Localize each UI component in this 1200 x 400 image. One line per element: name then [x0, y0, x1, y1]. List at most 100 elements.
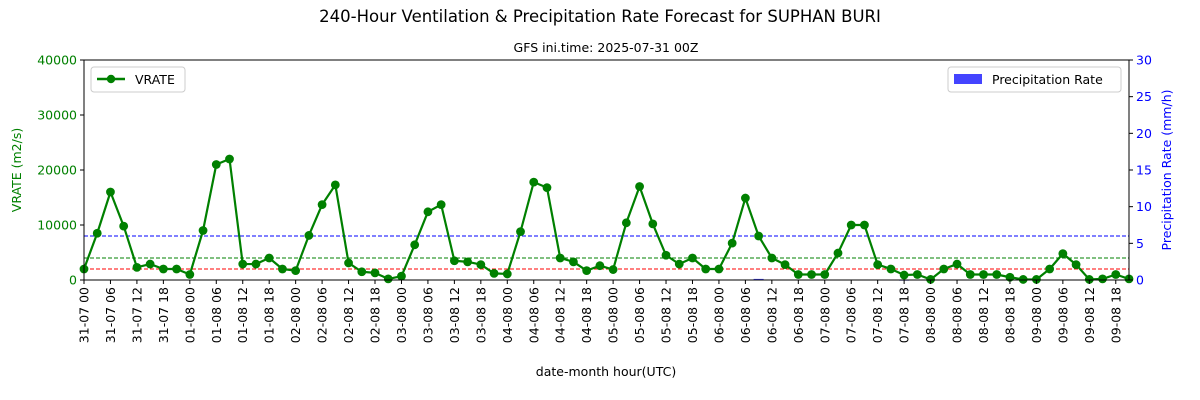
precip-bar: [753, 278, 764, 280]
y-axis-label-right: Precipitation Rate (mm/h): [1159, 90, 1174, 251]
vrate-point: [714, 264, 724, 274]
vrate-point: [569, 257, 578, 267]
vrate-point: [555, 253, 565, 263]
vrate-point: [939, 264, 949, 274]
x-tick-label: 06-08 12: [764, 287, 779, 343]
x-tick-label: 02-08 00: [288, 287, 303, 343]
vrate-point: [1018, 275, 1028, 284]
vrate-point: [1084, 275, 1094, 284]
x-tick-label: 09-08 06: [1055, 287, 1070, 343]
x-tick-label: 02-08 18: [368, 287, 383, 343]
vrate-point: [172, 264, 181, 274]
x-tick-label: 04-08 12: [553, 287, 568, 343]
x-tick-label: 08-08 06: [950, 287, 965, 343]
vrate-point: [648, 219, 658, 229]
legend-vrate-marker: [106, 74, 116, 84]
x-tick-label: 05-08 18: [685, 287, 700, 343]
vrate-point: [1058, 249, 1068, 258]
x-tick-label: 05-08 00: [606, 287, 621, 343]
x-axis-label: date-month hour(UTC): [536, 364, 676, 379]
vrate-point: [357, 267, 367, 277]
x-tick-label: 05-08 12: [659, 287, 674, 343]
vrate-point: [873, 260, 883, 269]
x-tick-label: 06-08 18: [791, 287, 806, 343]
legend-precip-box: [947, 66, 1122, 93]
vrate-point: [608, 265, 618, 274]
vrate-point: [979, 270, 988, 279]
vrate-point: [621, 218, 631, 228]
vrate-point: [158, 264, 168, 274]
vrate-point: [251, 259, 261, 269]
vrate-point: [1098, 274, 1107, 284]
vrate-point: [807, 270, 816, 279]
vrate-point: [635, 182, 644, 191]
vrate-point: [1071, 260, 1081, 269]
vrate-point: [846, 220, 856, 230]
vrate-point: [211, 160, 221, 169]
legend-precip: Precipitation Rate: [947, 66, 1122, 93]
x-tick-label: 31-07 12: [129, 287, 144, 343]
legend-vrate-box: [90, 66, 186, 93]
vrate-point: [886, 264, 896, 274]
vrate-point: [476, 260, 486, 269]
x-tick-label: 03-08 18: [473, 287, 488, 343]
legend-precip-label: Precipitation Rate: [992, 72, 1103, 87]
x-tick-label: 01-08 18: [262, 287, 277, 343]
vrate-point: [132, 262, 142, 272]
vrate-point: [264, 253, 274, 263]
chart-title: 240-Hour Ventilation & Precipitation Rat…: [319, 7, 881, 26]
y-tick-label-right: 20: [1136, 126, 1152, 141]
y-tick-label-left: 10000: [37, 218, 77, 233]
vrate-point: [344, 258, 353, 268]
vrate-point: [1111, 270, 1121, 279]
vrate-point: [595, 261, 605, 271]
vrate-point: [330, 180, 340, 190]
x-tick-label: 31-07 00: [77, 287, 92, 343]
vrate-point: [317, 200, 327, 210]
vrate-point: [304, 231, 314, 240]
legend-vrate: VRATE: [90, 66, 186, 93]
vrate-point: [674, 259, 684, 269]
x-tick-label: 03-08 12: [447, 287, 462, 343]
vrate-point: [397, 271, 406, 281]
y-tick-label-left: 40000: [37, 53, 77, 68]
vrate-point: [516, 227, 525, 237]
x-tick-label: 03-08 00: [394, 287, 409, 343]
vrate-point: [436, 200, 446, 210]
vrate-point: [793, 270, 803, 279]
x-tick-label: 01-08 00: [182, 287, 197, 343]
vrate-point: [780, 260, 790, 269]
vrate-point: [688, 253, 697, 263]
x-tick-label: 07-08 00: [817, 287, 832, 343]
vrate-point: [992, 270, 1002, 279]
vrate-point: [952, 259, 962, 269]
vrate-point: [410, 240, 420, 250]
x-tick-label: 05-08 06: [632, 287, 647, 343]
y-tick-label-right: 0: [1136, 273, 1144, 288]
y-tick-label-right: 25: [1136, 89, 1152, 104]
x-tick-label: 03-08 06: [420, 287, 435, 343]
vrate-point: [423, 207, 433, 217]
vrate-point: [661, 250, 671, 260]
vrate-point: [701, 264, 711, 274]
vrate-point: [754, 231, 764, 241]
x-tick-label: 09-08 18: [1108, 287, 1123, 343]
y-axis-label-left: VRATE (m2/s): [9, 128, 24, 212]
x-tick-label: 02-08 12: [341, 287, 356, 343]
legend-precip-swatch: [954, 74, 982, 84]
y-tick-label-right: 10: [1136, 199, 1152, 214]
y-tick-label-right: 15: [1136, 163, 1152, 178]
vrate-point: [463, 257, 473, 267]
x-tick-label: 08-08 00: [923, 287, 938, 343]
vrate-point: [860, 220, 869, 230]
vrate-point: [370, 268, 380, 278]
x-tick-label: 04-08 00: [500, 287, 515, 343]
vrate-point: [833, 248, 843, 258]
vrate-point: [238, 259, 248, 269]
x-tick-label: 02-08 06: [315, 287, 330, 343]
plot-area: [79, 154, 1134, 284]
vrate-point: [489, 269, 499, 278]
vrate-point: [529, 177, 539, 187]
x-tick-label: 08-08 18: [1002, 287, 1017, 343]
